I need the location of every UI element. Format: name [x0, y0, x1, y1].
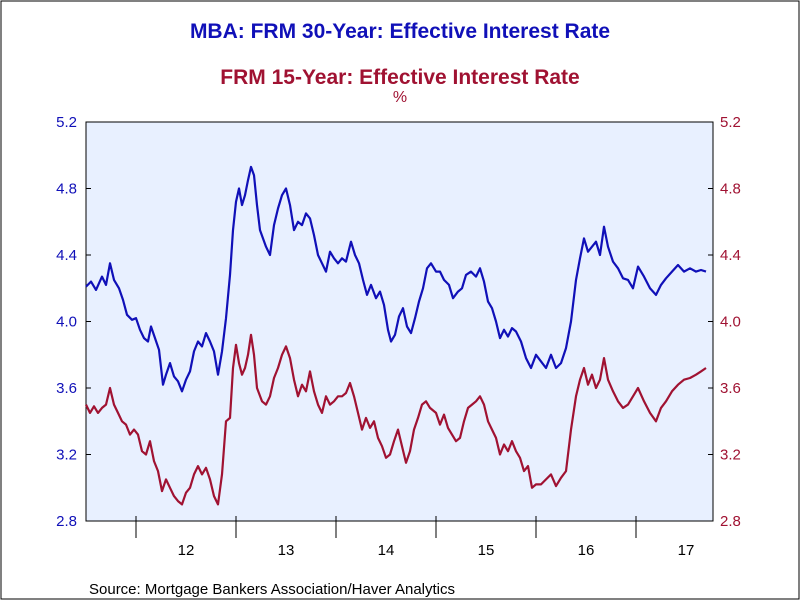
source-note: Source: Mortgage Bankers Association/Hav… [89, 581, 455, 598]
left-y-tick-label: 4.8 [56, 181, 77, 198]
x-tick-label: 14 [378, 542, 395, 559]
x-tick-label: 16 [578, 542, 595, 559]
right-y-axis: 2.8 3.2 3.6 4.0 4.4 4.8 5.2 [708, 114, 741, 530]
left-y-tick-label: 4.0 [56, 314, 77, 331]
left-y-tick-label: 3.6 [56, 380, 77, 397]
x-axis: 12 13 14 15 16 17 [135, 516, 695, 559]
left-y-tick-label: 4.4 [56, 247, 77, 264]
right-y-tick-label: 4.0 [720, 314, 741, 331]
right-y-tick-label: 3.2 [720, 447, 741, 464]
right-y-tick-label: 3.6 [720, 380, 741, 397]
x-tick-label: 15 [478, 542, 495, 559]
right-y-tick-label: 5.2 [720, 114, 741, 131]
right-y-tick-label: 4.4 [720, 247, 741, 264]
series-layer [85, 165, 707, 506]
x-tick-label: 13 [278, 542, 295, 559]
left-y-tick-label: 2.8 [56, 513, 77, 530]
series-line-30yr [85, 165, 707, 393]
series-line-15yr [85, 333, 707, 506]
x-tick-label: 12 [178, 542, 195, 559]
x-tick-label: 17 [678, 542, 695, 559]
left-y-axis: 2.8 3.2 3.6 4.0 4.4 4.8 5.2 [56, 114, 91, 530]
left-y-tick-label: 5.2 [56, 114, 77, 131]
unit-label: % [393, 89, 407, 106]
right-y-tick-label: 4.8 [720, 181, 741, 198]
plot-area [85, 121, 714, 522]
left-y-tick-label: 3.2 [56, 447, 77, 464]
chart-title: MBA: FRM 30-Year: Effective Interest Rat… [190, 20, 610, 43]
right-y-tick-label: 2.8 [720, 513, 741, 530]
chart-subtitle: FRM 15-Year: Effective Interest Rate [220, 66, 579, 89]
